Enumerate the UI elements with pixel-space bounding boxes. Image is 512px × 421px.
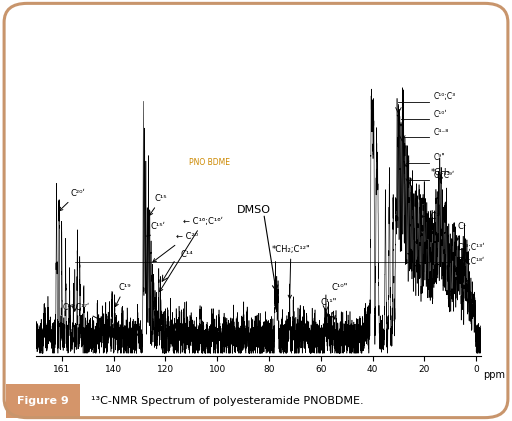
Text: C¹⁸;C¹⁸ʹ: C¹⁸;C¹⁸ʹ <box>458 257 485 266</box>
Text: C¹⁵ʹ: C¹⁵ʹ <box>147 222 165 236</box>
Text: C¹⁰": C¹⁰" <box>331 282 348 292</box>
Text: *CH₃: *CH₃ <box>431 168 450 180</box>
Text: C¹⁵: C¹⁵ <box>150 194 167 216</box>
Text: C¹³;C¹³ʹ: C¹³;C¹³ʹ <box>458 243 485 252</box>
Text: C²⁰ʹ: C²⁰ʹ <box>59 189 85 211</box>
Text: *CH₂;C¹²": *CH₂;C¹²" <box>271 245 310 298</box>
Text: C¹⁷;C¹⁷ʹ: C¹⁷;C¹⁷ʹ <box>63 303 102 321</box>
Text: PNO BDME: PNO BDME <box>188 158 229 167</box>
Text: ← C²: ← C² <box>421 211 440 221</box>
Text: C⁹": C⁹" <box>433 153 445 162</box>
Text: C¹⁰ʹ: C¹⁰ʹ <box>433 110 447 119</box>
Text: ← C¹⁶;C¹⁶ʹ: ← C¹⁶;C¹⁶ʹ <box>160 216 223 291</box>
Text: C¹: C¹ <box>457 222 467 240</box>
Text: C¹⁹: C¹⁹ <box>115 282 132 306</box>
Text: ppm: ppm <box>483 370 505 380</box>
Text: C¹¹": C¹¹" <box>321 298 337 319</box>
FancyBboxPatch shape <box>6 384 80 418</box>
Text: ¹³C-NMR Spectrum of polyesteramide PNOBDME.: ¹³C-NMR Spectrum of polyesteramide PNOBD… <box>84 396 364 406</box>
Text: C⁸;C⁹ʹ: C⁸;C⁹ʹ <box>433 171 455 180</box>
Text: C¹⁴: C¹⁴ <box>181 250 194 258</box>
Text: ← C²⁰: ← C²⁰ <box>153 232 198 262</box>
Text: C⁴⁻⁸: C⁴⁻⁸ <box>433 128 449 137</box>
Text: Figure 9: Figure 9 <box>17 396 69 406</box>
Text: DMSO: DMSO <box>237 205 270 216</box>
Text: C¹⁰;C³: C¹⁰;C³ <box>433 92 456 101</box>
